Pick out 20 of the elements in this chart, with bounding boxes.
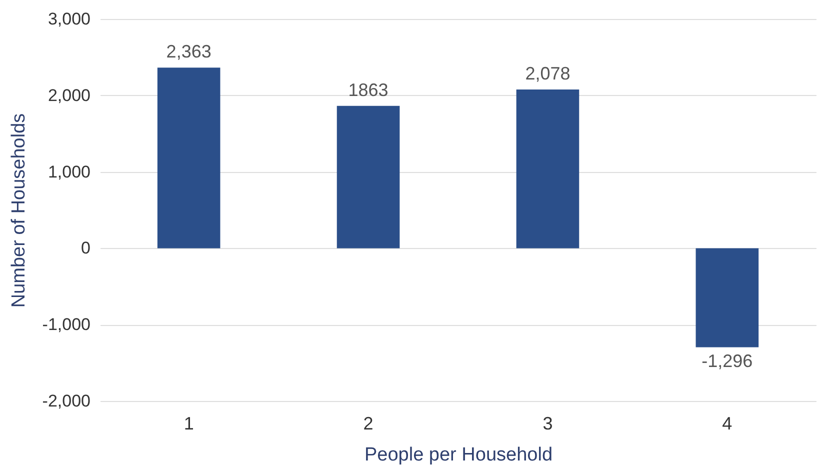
data-label: 1863 [348,80,388,100]
data-label: 2,078 [525,63,570,84]
x-tick-label: 1 [184,414,194,434]
y-tick-label: -2,000 [42,392,90,410]
data-label: -1,296 [702,351,753,372]
y-tick-label: 1,000 [48,162,90,182]
y-tick-label: 2,000 [48,86,90,105]
bar [157,68,220,248]
x-tick-label: 3 [542,414,553,434]
y-tick-label: -1,000 [42,315,90,334]
y-tick-label: 3,000 [48,10,90,28]
bar [696,248,759,348]
x-tick-label: 4 [722,414,732,434]
bar [336,106,400,248]
y-axis-title: Number of Households [8,113,30,308]
y-tick-label: 0 [81,238,90,258]
x-axis-title: People per Household [364,444,553,466]
bar [516,89,580,248]
data-label: 2,363 [166,42,212,62]
x-tick-label: 2 [363,414,374,434]
